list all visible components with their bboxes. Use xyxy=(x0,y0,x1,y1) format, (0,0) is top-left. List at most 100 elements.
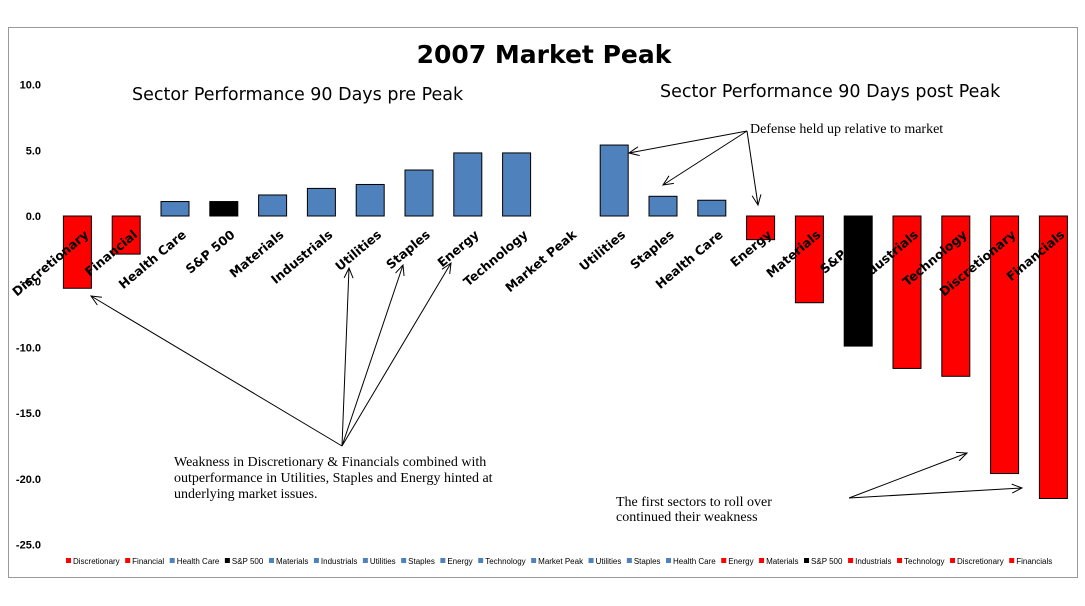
bar-3 xyxy=(160,201,190,217)
legend-label: Utilities xyxy=(596,557,622,566)
arrow-line xyxy=(662,130,748,186)
arrow-head xyxy=(395,263,405,276)
bar-18 xyxy=(892,215,922,369)
arrow-line xyxy=(848,487,1023,499)
annotation-first-sectors-line-1: The first sectors to roll over xyxy=(616,495,772,510)
bar-5 xyxy=(258,194,288,217)
bar-1 xyxy=(62,215,92,289)
bar-19 xyxy=(941,215,971,377)
legend-label: Market Peak xyxy=(538,557,584,566)
legend-swatch xyxy=(362,558,368,563)
legend-swatch xyxy=(66,558,71,563)
legend-swatch xyxy=(478,558,484,563)
legend-swatch xyxy=(401,558,407,563)
arrow-head xyxy=(441,261,452,274)
bar-7 xyxy=(355,183,385,217)
legend-label: Technology xyxy=(485,557,525,566)
chart: 2007 Market Peak Sector Performance 90 D… xyxy=(9,40,1068,566)
bar-20 xyxy=(990,215,1020,475)
bar-17 xyxy=(843,215,873,347)
legend-swatch xyxy=(759,558,765,563)
arrow-line xyxy=(341,264,404,447)
annotation-defense: Defense held up relative to market xyxy=(750,122,943,137)
x-tick-label: Energy xyxy=(434,227,481,270)
arrow-line xyxy=(341,267,350,447)
bar-21 xyxy=(1038,215,1068,500)
legend-swatch xyxy=(125,558,131,563)
chart-frame: 2007 Market Peak Sector Performance 90 D… xyxy=(8,27,1078,578)
legend-label: Industrials xyxy=(855,557,891,566)
legend-swatch xyxy=(626,558,632,563)
legend-label: Utilities xyxy=(370,557,396,566)
annotation-first-sectors: The first sectors to roll over continued… xyxy=(616,495,775,525)
legend-label: S&P 500 xyxy=(811,557,843,566)
y-tick-label: 0.0 xyxy=(26,211,41,223)
panel-label-pre: Sector Performance 90 Days pre Peak xyxy=(132,85,464,105)
legend-label: Technology xyxy=(904,557,944,566)
legend-label: Industrials xyxy=(321,557,357,566)
arrow-head xyxy=(661,175,674,186)
bar-2 xyxy=(111,215,141,255)
legend-swatch xyxy=(1009,558,1015,563)
legend-label: Discretionary xyxy=(957,557,1004,566)
legend-swatch xyxy=(897,558,903,563)
arrow-head xyxy=(751,194,762,207)
legend-label: Financial xyxy=(132,557,164,566)
chart-title: 2007 Market Peak xyxy=(417,40,673,69)
y-tick-label: -10.0 xyxy=(16,342,41,354)
bar-14 xyxy=(697,199,727,217)
bars xyxy=(62,144,1068,500)
legend-swatch xyxy=(224,558,230,563)
annotation-defense-line: Defense held up relative to market xyxy=(750,122,943,137)
legend-swatch xyxy=(169,558,175,563)
legend-label: Discretionary xyxy=(73,557,120,566)
legend-swatch xyxy=(848,558,854,563)
arrow-head xyxy=(89,295,102,306)
y-tick-label: 10.0 xyxy=(20,80,41,92)
legend-label: Energy xyxy=(728,557,753,566)
x-tick-label: Staples xyxy=(383,227,433,272)
y-tick-label: -5.0 xyxy=(22,277,41,289)
legend-swatch xyxy=(950,558,956,563)
annotation-arrows xyxy=(89,130,1024,499)
y-tick-label: -15.0 xyxy=(16,408,41,420)
annotation-first-sectors-line-2: continued their weakness xyxy=(616,510,758,525)
y-axis: 10.0 5.0 0.0 -5.0 -10.0 -15.0 -20.0 -25.0 xyxy=(16,80,41,552)
bar-13 xyxy=(648,195,678,217)
legend-swatch xyxy=(588,558,594,563)
legend-swatch xyxy=(268,558,274,563)
legend-swatch xyxy=(313,558,319,563)
legend-label: Energy xyxy=(447,557,472,566)
arrow-head xyxy=(955,451,969,462)
legend-label: Materials xyxy=(766,557,798,566)
legend-label: Staples xyxy=(634,557,661,566)
arrow-head xyxy=(1011,483,1024,494)
legend-swatch xyxy=(721,558,727,563)
y-tick-label: 5.0 xyxy=(26,145,41,157)
arrow-head xyxy=(343,266,354,279)
bar-8 xyxy=(404,169,434,217)
annotation-weakness-line-1: Weakness in Discretionary & Financials c… xyxy=(174,455,486,470)
panel-label-post: Sector Performance 90 Days post Peak xyxy=(660,82,1001,102)
legend-label: Financials xyxy=(1016,557,1052,566)
legend-swatch xyxy=(531,558,537,563)
bar-6 xyxy=(306,187,336,217)
bar-12 xyxy=(599,144,629,217)
legend-swatch xyxy=(440,558,446,563)
arrow-head xyxy=(627,146,640,157)
annotation-weakness: Weakness in Discretionary & Financials c… xyxy=(174,455,496,502)
arrow-line xyxy=(341,262,452,447)
legend-label: Materials xyxy=(276,557,308,566)
y-tick-label: -20.0 xyxy=(16,474,41,486)
x-tick-label: Utilities xyxy=(332,227,384,274)
legend-label: Staples xyxy=(408,557,435,566)
bar-4 xyxy=(209,201,239,217)
x-tick-label: Utilities xyxy=(576,227,628,274)
legend-swatch xyxy=(666,558,672,563)
legend-swatch xyxy=(804,558,810,563)
arrow-line xyxy=(628,130,748,154)
annotation-weakness-line-2: outperformance in Utilities, Staples and… xyxy=(174,471,493,486)
legend: Discretionary Financial Health Care S&P 500… xyxy=(66,557,1052,566)
arrow-line xyxy=(848,452,968,499)
bar-15 xyxy=(746,215,776,241)
